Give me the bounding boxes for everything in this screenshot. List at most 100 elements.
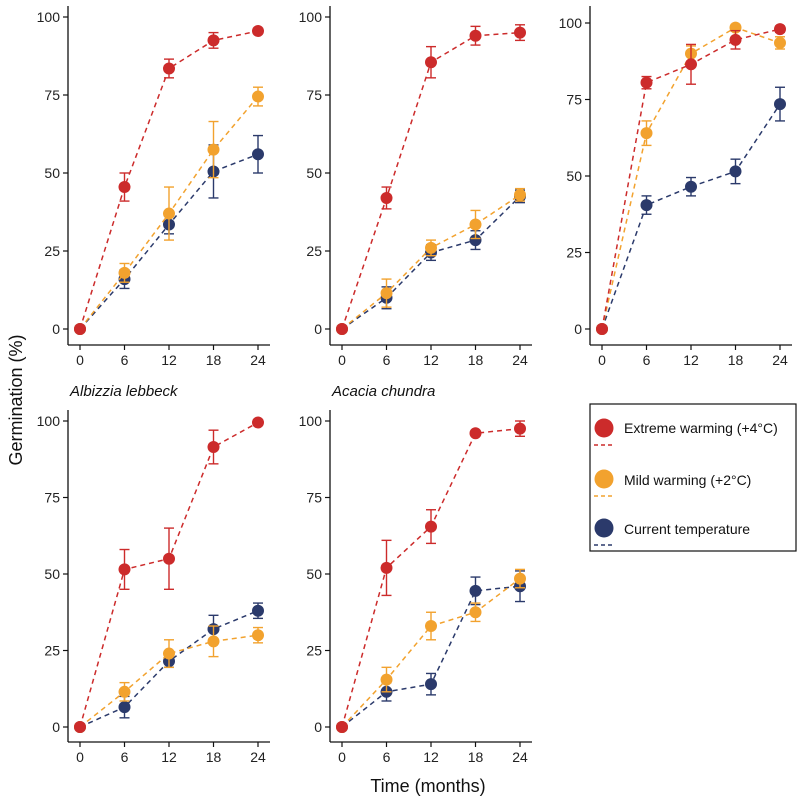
x-tick-label: 6 [643, 352, 651, 368]
series-line-current [341, 585, 521, 728]
data-point-extreme [685, 58, 697, 71]
data-point-current [685, 180, 697, 193]
data-point-mild [514, 188, 526, 201]
series-current [74, 602, 264, 733]
data-point-extreme [380, 561, 393, 574]
x-tick-label: 6 [383, 749, 391, 765]
x-tick-label: 24 [250, 352, 266, 368]
legend-marker-current [594, 518, 614, 538]
legend-entry-current: Current temperature [594, 518, 750, 546]
y-tick-label: 100 [299, 413, 323, 429]
data-point-extreme [336, 323, 348, 335]
legend-box [589, 403, 797, 552]
data-point-extreme [163, 62, 175, 75]
data-point-current [469, 584, 482, 597]
y-tick-label: 0 [314, 321, 322, 337]
legend-entry-mild: Mild warming (+2°C) [594, 469, 751, 497]
y-tick-label: 25 [306, 643, 322, 659]
data-point-mild [380, 673, 393, 686]
series-line-current [341, 195, 521, 330]
series-extreme [74, 416, 264, 733]
panel-3: 0 25 50 75 100 0 6 12 18 24 [559, 6, 792, 368]
x-tick-label: 0 [76, 749, 84, 765]
data-point-extreme [514, 422, 526, 435]
legend-label-mild: Mild warming (+2°C) [624, 472, 751, 488]
series-line-mild [341, 577, 521, 728]
series-mild [336, 568, 526, 733]
x-tick-label: 12 [423, 352, 439, 368]
series-line-mild [341, 194, 521, 330]
data-point-mild [774, 36, 786, 49]
y-tick-label: 0 [52, 321, 60, 337]
data-point-mild [640, 127, 653, 140]
data-point-extreme [729, 33, 742, 46]
y-tick-label: 25 [306, 243, 322, 259]
y-tick-label: 75 [306, 490, 322, 506]
data-point-current [252, 148, 264, 161]
y-tick-label: 75 [44, 87, 60, 103]
data-point-mild [163, 207, 175, 220]
data-point-current [425, 678, 437, 691]
data-point-extreme [596, 323, 608, 335]
y-tick-label: 0 [574, 321, 582, 337]
y-tick-label: 25 [44, 643, 60, 659]
data-point-extreme [163, 552, 175, 565]
y-tick-label: 100 [299, 9, 323, 25]
data-point-extreme [774, 23, 786, 36]
x-tick-label: 18 [728, 352, 744, 368]
legend-label-current: Current temperature [624, 521, 750, 537]
series-line-mild [79, 634, 259, 728]
legend-marker-extreme [594, 418, 614, 438]
panel-2: 0 25 50 75 100 0 6 12 18 24 [299, 6, 532, 368]
x-tick-label: 18 [468, 749, 484, 765]
series-extreme [596, 23, 786, 335]
x-tick-label: 18 [206, 749, 222, 765]
y-axis-title: Germination (%) [6, 334, 26, 465]
x-tick-label: 6 [121, 749, 129, 765]
data-point-extreme [74, 721, 86, 733]
data-point-current [729, 165, 742, 178]
y-tick-label: 0 [52, 719, 60, 735]
x-tick-label: 0 [338, 749, 346, 765]
y-tick-label: 25 [566, 245, 582, 261]
data-point-current [252, 604, 264, 617]
data-point-mild [425, 241, 437, 254]
y-tick-label: 50 [306, 165, 322, 181]
x-tick-label: 24 [512, 749, 528, 765]
x-tick-label: 0 [338, 352, 346, 368]
y-tick-label: 50 [44, 165, 60, 181]
data-point-mild [252, 629, 264, 642]
data-point-extreme [425, 520, 437, 533]
data-point-extreme [640, 76, 653, 89]
series-current [336, 189, 526, 335]
data-point-extreme [207, 441, 220, 454]
data-point-mild [163, 647, 175, 660]
x-tick-label: 18 [206, 352, 222, 368]
y-tick-label: 50 [566, 168, 582, 184]
series-line-extreme [79, 30, 259, 330]
x-tick-label: 24 [512, 352, 528, 368]
y-tick-label: 50 [306, 566, 322, 582]
data-point-mild [514, 572, 526, 585]
y-tick-label: 75 [306, 87, 322, 103]
data-point-mild [252, 90, 264, 103]
x-tick-label: 24 [250, 749, 266, 765]
x-tick-label: 0 [76, 352, 84, 368]
panel-title: Albizzia lebbeck [69, 383, 179, 400]
data-point-extreme [252, 416, 264, 429]
data-point-extreme [74, 323, 86, 335]
series-mild [74, 625, 264, 733]
legend-entry-extreme: Extreme warming (+4°C) [594, 418, 778, 446]
data-point-mild [380, 287, 393, 300]
series-line-current [79, 610, 259, 728]
data-point-mild [207, 635, 220, 648]
data-point-extreme [514, 26, 526, 39]
data-point-mild [469, 218, 482, 231]
x-tick-label: 6 [121, 352, 129, 368]
data-point-extreme [425, 56, 437, 69]
data-point-mild [207, 143, 220, 156]
legend: Extreme warming (+4°C) Mild warming (+2°… [589, 403, 797, 552]
data-point-mild [118, 685, 131, 698]
x-tick-label: 0 [598, 352, 606, 368]
